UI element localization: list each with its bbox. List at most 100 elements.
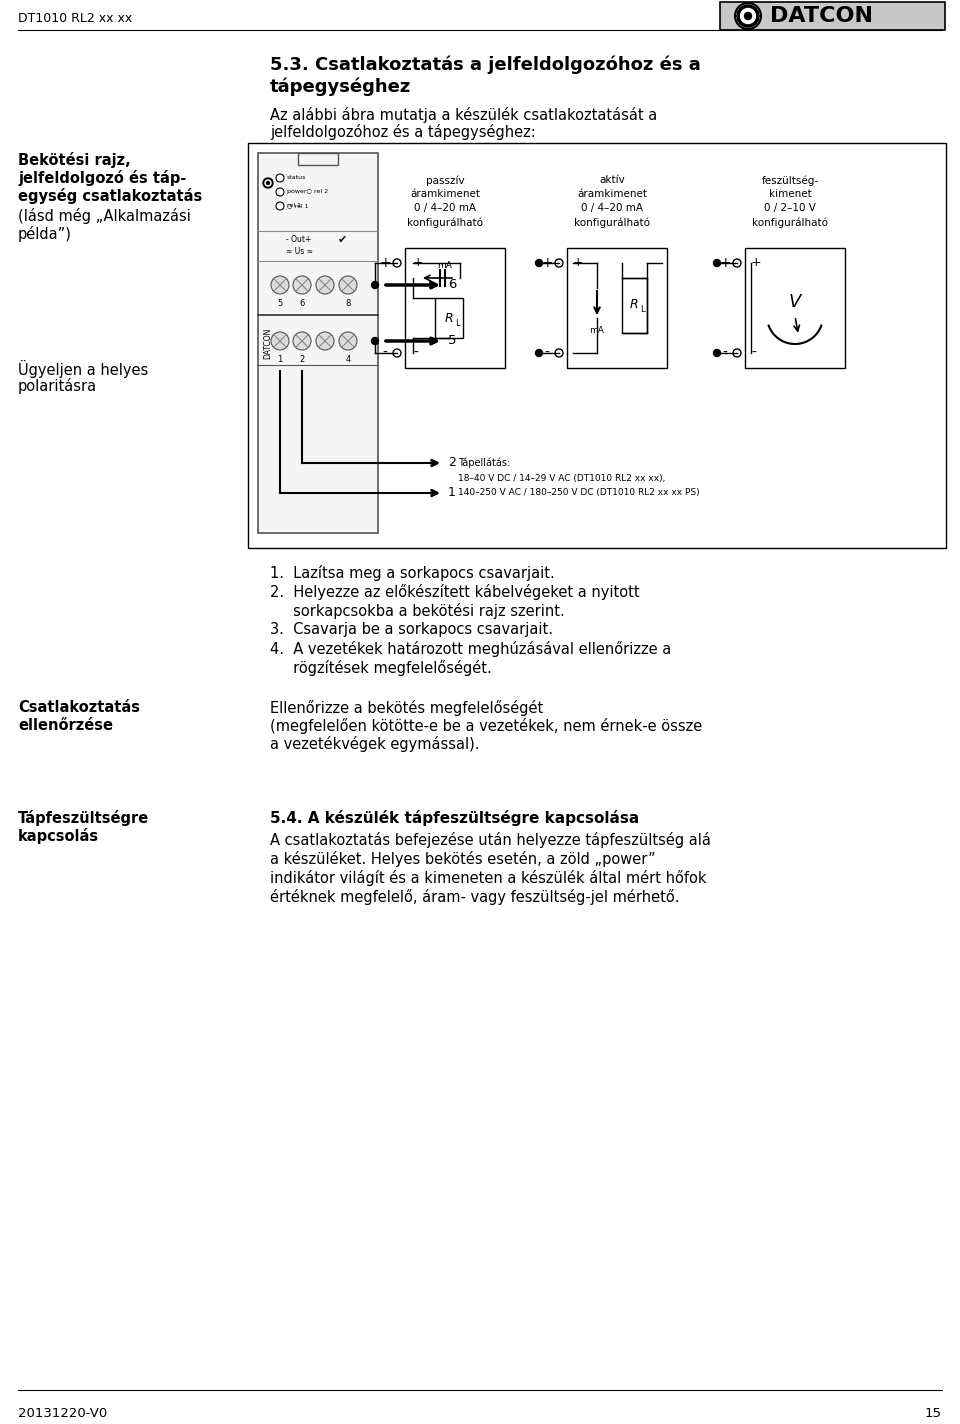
Circle shape	[293, 276, 311, 293]
Text: 1: 1	[448, 487, 456, 500]
Bar	[745, 248, 845, 367]
Circle shape	[740, 9, 756, 24]
Text: jelfeldolgozó és táp-: jelfeldolgozó és táp-	[18, 169, 186, 187]
Bar	[298, 152, 338, 165]
Circle shape	[713, 259, 721, 266]
Circle shape	[733, 259, 741, 268]
Text: +: +	[541, 256, 553, 271]
Text: áramkimenet: áramkimenet	[410, 189, 480, 199]
Circle shape	[555, 259, 563, 268]
Text: 0 / 4–20 mA: 0 / 4–20 mA	[414, 204, 476, 214]
Text: tápegységhez: tápegységhez	[270, 78, 412, 97]
Text: +: +	[413, 256, 423, 269]
Circle shape	[536, 259, 542, 266]
Text: áramkimenet: áramkimenet	[577, 189, 647, 199]
Text: ○ rel 1: ○ rel 1	[287, 204, 308, 208]
Text: -: -	[544, 346, 549, 360]
Circle shape	[737, 6, 759, 27]
Text: 2: 2	[448, 457, 456, 470]
Circle shape	[536, 349, 542, 356]
Text: status: status	[287, 175, 306, 179]
Text: Csatlakoztatás: Csatlakoztatás	[18, 701, 140, 715]
Text: aktív: aktív	[599, 175, 625, 185]
Text: 5: 5	[277, 299, 282, 308]
Text: 5.3. Csatlakoztatás a jelfeldolgozóhoz és a: 5.3. Csatlakoztatás a jelfeldolgozóhoz é…	[270, 56, 701, 74]
Circle shape	[372, 337, 378, 345]
Text: -: -	[751, 346, 756, 360]
Text: -: -	[383, 346, 388, 360]
Text: R: R	[444, 312, 453, 325]
Text: 1.  Lazítsa meg a sorkapocs csavarjait.: 1. Lazítsa meg a sorkapocs csavarjait.	[270, 565, 555, 581]
Text: 140–250 V AC / 180–250 V DC (DT1010 RL2 xx xx PS): 140–250 V AC / 180–250 V DC (DT1010 RL2 …	[458, 488, 700, 497]
Text: Ellenőrizze a bekötés megfelelőségét: Ellenőrizze a bekötés megfelelőségét	[270, 701, 543, 716]
Text: konfigurálható: konfigurálható	[407, 216, 483, 228]
Text: 6: 6	[448, 279, 456, 292]
Text: 2: 2	[300, 355, 304, 365]
Circle shape	[713, 349, 721, 356]
Text: 5: 5	[448, 335, 457, 347]
Text: feszültség-: feszültség-	[761, 175, 819, 185]
Text: 18–40 V DC / 14–29 V AC (DT1010 RL2 xx xx),: 18–40 V DC / 14–29 V AC (DT1010 RL2 xx x…	[458, 474, 665, 483]
Text: értéknek megfelelő, áram- vagy feszültség-jel mérhető.: értéknek megfelelő, áram- vagy feszültsé…	[270, 889, 680, 906]
Text: rel 1: rel 1	[287, 204, 301, 208]
Circle shape	[263, 178, 273, 188]
Text: jelfeldolgozóhoz és a tápegységhez:: jelfeldolgozóhoz és a tápegységhez:	[270, 124, 536, 140]
Text: DATCON: DATCON	[263, 328, 273, 359]
Text: passzív: passzív	[425, 175, 465, 185]
Text: (megfelelően kötötte-e be a vezetékek, nem érnek-e össze: (megfelelően kötötte-e be a vezetékek, n…	[270, 718, 703, 733]
Text: L: L	[640, 306, 644, 315]
Text: R: R	[630, 299, 638, 312]
Circle shape	[267, 181, 270, 185]
Text: mA: mA	[438, 261, 452, 271]
Circle shape	[555, 349, 563, 357]
Text: 1: 1	[277, 355, 282, 365]
Bar	[567, 248, 667, 367]
Circle shape	[372, 282, 378, 289]
Text: DT1010 RL2 xx xx: DT1010 RL2 xx xx	[18, 11, 132, 24]
Bar	[248, 142, 946, 548]
Bar	[622, 278, 647, 333]
Text: konfigurálható: konfigurálható	[574, 216, 650, 228]
Text: ellenőrzése: ellenőrzése	[18, 718, 113, 733]
Text: ✔: ✔	[338, 235, 348, 245]
Text: Tápellátás:: Tápellátás:	[458, 459, 511, 468]
Circle shape	[339, 332, 357, 350]
Text: 4: 4	[346, 355, 350, 365]
Circle shape	[393, 259, 401, 268]
Circle shape	[271, 276, 289, 293]
Text: Ügyeljen a helyes: Ügyeljen a helyes	[18, 360, 148, 377]
Bar	[435, 298, 463, 337]
Circle shape	[733, 349, 741, 357]
Text: +: +	[719, 256, 731, 271]
Text: L: L	[455, 319, 460, 328]
Circle shape	[276, 188, 284, 197]
Text: mA: mA	[589, 326, 605, 335]
Text: 20131220-V0: 20131220-V0	[18, 1407, 108, 1420]
Bar	[720, 1, 945, 30]
Text: 3.  Csavarja be a sorkapocs csavarjait.: 3. Csavarja be a sorkapocs csavarjait.	[270, 622, 553, 637]
Circle shape	[393, 349, 401, 357]
Text: Tápfeszültségre: Tápfeszültségre	[18, 810, 149, 826]
Bar	[405, 248, 505, 367]
Circle shape	[293, 332, 311, 350]
Bar	[258, 152, 378, 533]
Circle shape	[276, 202, 284, 209]
Text: kapcsolás: kapcsolás	[18, 827, 99, 844]
Circle shape	[339, 276, 357, 293]
Text: +: +	[573, 256, 584, 269]
Text: polaritásra: polaritásra	[18, 377, 97, 394]
Text: A csatlakoztatás befejezése után helyezze tápfeszültség alá: A csatlakoztatás befejezése után helyezz…	[270, 832, 710, 849]
Circle shape	[276, 174, 284, 182]
Text: V: V	[789, 293, 802, 310]
Text: a készüléket. Helyes bekötés esetén, a zöld „power”: a készüléket. Helyes bekötés esetén, a z…	[270, 852, 656, 867]
Text: egység csatlakoztatás: egység csatlakoztatás	[18, 188, 203, 204]
Text: +: +	[379, 256, 391, 271]
Circle shape	[271, 332, 289, 350]
Text: 0 / 2–10 V: 0 / 2–10 V	[764, 204, 816, 214]
Text: indikátor világít és a kimeneten a készülék által mért hőfok: indikátor világít és a kimeneten a készü…	[270, 870, 707, 886]
Text: Bekötési rajz,: Bekötési rajz,	[18, 152, 131, 168]
Text: 6: 6	[300, 299, 304, 308]
Text: -: -	[723, 346, 728, 360]
Text: 5.4. A készülék tápfeszültségre kapcsolása: 5.4. A készülék tápfeszültségre kapcsolá…	[270, 810, 639, 826]
Text: a vezetékvégek egymással).: a vezetékvégek egymással).	[270, 736, 479, 752]
